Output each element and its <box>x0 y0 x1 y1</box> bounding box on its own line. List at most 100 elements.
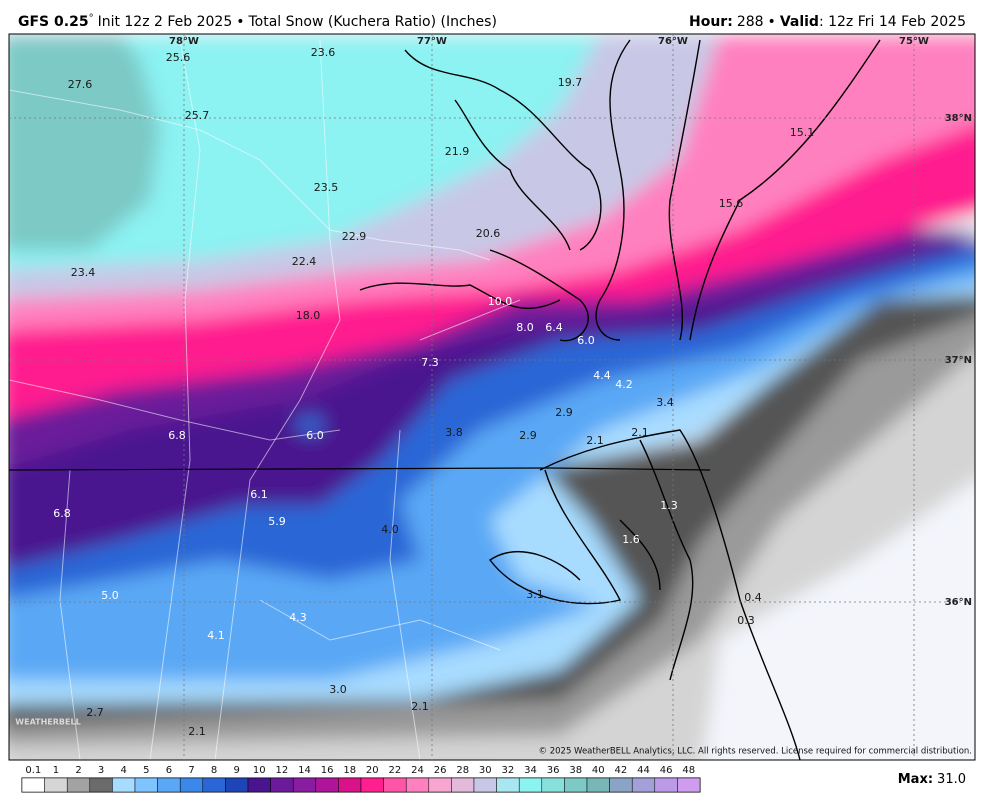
product: Total Snow (Kuchera Ratio) (Inches) <box>248 14 497 30</box>
snow-amount-label: 18.0 <box>296 309 321 322</box>
hour-label: Hour: <box>689 14 733 30</box>
colorbar-swatch <box>541 777 565 793</box>
latitude-label: 37°N <box>945 355 972 366</box>
snow-amount-label: 1.6 <box>622 533 640 546</box>
colorbar-swatch <box>202 777 226 793</box>
colorbar-label: 18 <box>343 765 356 776</box>
colorbar-label: 2 <box>75 765 81 776</box>
snow-amount-label: 10.0 <box>488 295 513 308</box>
colorbar-swatch <box>21 777 45 793</box>
colorbar-label: 24 <box>411 765 424 776</box>
colorbar-swatch <box>112 777 136 793</box>
colorbar-label: 30 <box>479 765 492 776</box>
map <box>9 34 975 760</box>
colorbar-label: 10 <box>253 765 266 776</box>
max-value: 31.0 <box>937 772 966 787</box>
snow-amount-label: 6.0 <box>306 429 324 442</box>
longitude-label: 76°W <box>658 36 688 47</box>
colorbar-swatch <box>586 777 610 793</box>
state-border <box>9 467 711 471</box>
colorbar-swatch <box>44 777 68 793</box>
colorbar-swatch <box>134 777 158 793</box>
colorbar-label: 36 <box>547 765 560 776</box>
colorbar-swatch <box>157 777 181 793</box>
snow-amount-label: 2.1 <box>586 434 604 447</box>
hour: 288 <box>737 14 764 30</box>
map-frame <box>8 33 976 761</box>
colorbar-swatch <box>631 777 656 793</box>
colorbar-label: 1 <box>53 765 59 776</box>
snow-amount-label: 3.1 <box>526 588 544 601</box>
snow-amount-label: 25.7 <box>185 109 210 122</box>
snow-amount-label: 6.1 <box>250 488 268 501</box>
valid-label: Valid <box>780 14 819 30</box>
snow-amount-label: 20.6 <box>476 227 501 240</box>
colorbar-label: 12 <box>276 765 289 776</box>
snow-amount-label: 8.0 <box>516 321 534 334</box>
colorbar-label: 38 <box>569 765 582 776</box>
colorbar-label: 28 <box>456 765 469 776</box>
colorbar-label: 26 <box>434 765 447 776</box>
snow-amount-label: 4.1 <box>207 629 225 642</box>
snow-amount-label: 19.7 <box>558 76 583 89</box>
snow-amount-label: 6.0 <box>577 334 595 347</box>
snow-amount-label: 7.3 <box>421 356 439 369</box>
state-lines <box>9 39 521 760</box>
colorbar-swatch <box>247 777 271 793</box>
colorbar-swatch <box>270 777 294 793</box>
snow-amount-label: 22.9 <box>342 230 367 243</box>
colorbar-swatch <box>609 777 633 793</box>
colorbar-swatch <box>654 777 678 793</box>
colorbar-label: 48 <box>682 765 695 776</box>
colorbar-swatch <box>405 777 430 793</box>
colorbar-label: 40 <box>592 765 605 776</box>
colorbar-label: 14 <box>298 765 311 776</box>
snow-amount-label: 4.2 <box>615 378 633 391</box>
snow-amount-label: 4.3 <box>289 611 307 624</box>
colorbar-swatch <box>564 777 588 793</box>
colorbar-label: 0.1 <box>25 765 41 776</box>
max-label: Max: <box>898 772 933 787</box>
snow-amount-label: 2.1 <box>411 700 429 713</box>
snow-amount-label: 15.6 <box>719 197 744 210</box>
snow-amount-label: 4.4 <box>593 369 611 382</box>
snow-field <box>9 34 975 760</box>
colorbar-label: 5 <box>143 765 149 776</box>
snow-amount-label: 23.5 <box>314 181 339 194</box>
max-text: Max: 31.0 <box>898 772 966 787</box>
colorbar-label: 32 <box>502 765 515 776</box>
snow-amount-label: 22.4 <box>292 255 317 268</box>
latitude-label: 36°N <box>945 597 972 608</box>
model: GFS 0.25 <box>18 14 89 30</box>
colorbar-label: 34 <box>524 765 537 776</box>
copyright: © 2025 WeatherBELL Analytics, LLC. All r… <box>539 747 972 757</box>
snow-amount-label: 3.8 <box>445 426 463 439</box>
snow-amount-label: 27.6 <box>68 78 93 91</box>
colorbar-label: 3 <box>98 765 104 776</box>
valid: : 12z Fri 14 Feb 2025 <box>819 14 966 30</box>
header-left: GFS 0.25° Init 12z 2 Feb 2025 • Total Snow … <box>18 13 497 30</box>
snow-amount-label: 6.8 <box>53 507 71 520</box>
colorbar-swatch <box>451 777 475 793</box>
snow-amount-label: 21.9 <box>445 145 470 158</box>
colorbar-label: 4 <box>121 765 127 776</box>
colorbar-label: 8 <box>211 765 217 776</box>
colorbar-swatch <box>179 777 204 793</box>
coastlines <box>359 39 881 760</box>
colorbar-label: 44 <box>637 765 650 776</box>
watermark: WEATHERBELL <box>15 718 80 727</box>
degree: ° <box>89 13 94 24</box>
separator: • <box>236 14 244 30</box>
colorbar-label: 46 <box>660 765 673 776</box>
colorbar-swatch <box>677 777 701 793</box>
colorbar-label: 22 <box>389 765 402 776</box>
colorbar-swatch <box>292 777 317 793</box>
colorbar-swatch <box>338 777 362 793</box>
colorbar-swatch <box>428 777 452 793</box>
snow-amount-label: 6.8 <box>168 429 186 442</box>
snow-amount-label: 0.3 <box>737 614 755 627</box>
snow-amount-label: 2.9 <box>555 406 573 419</box>
colorbar-swatch <box>315 777 339 793</box>
longitude-label: 78°W <box>169 36 199 47</box>
